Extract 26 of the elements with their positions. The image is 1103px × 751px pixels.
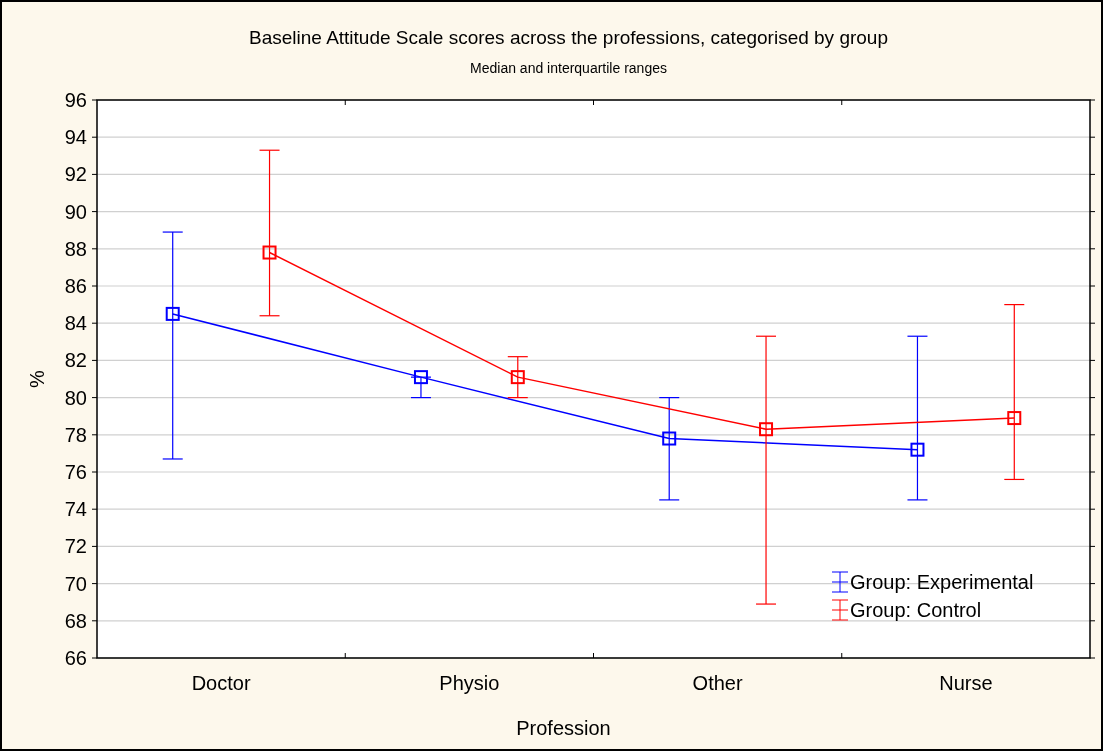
chart-title: Baseline Attitude Scale scores across the professions, categorised by group [249,27,888,48]
y-tick-label: 78 [64,423,87,446]
y-tick-label: 94 [64,126,87,149]
x-axis-title: Profession [516,717,611,739]
x-tick-label: Nurse [939,672,993,694]
y-tick-label: 68 [64,609,87,632]
legend-label: Group: Experimental [850,571,1034,593]
y-tick-label: 66 [64,647,87,669]
x-tick-label: Doctor [191,672,251,694]
y-tick-label: 92 [64,163,87,186]
x-tick-label: Physio [439,672,500,694]
y-axis-title: % [26,369,48,388]
y-tick-label: 86 [64,275,87,297]
y-tick-label: 74 [64,498,87,521]
x-tick-label: Other [692,672,743,694]
y-tick-label: 70 [64,572,87,595]
y-tick-label: 82 [64,349,87,372]
legend-label: Group: Control [850,599,982,621]
y-tick-label: 84 [64,312,87,335]
y-tick-label: 80 [64,386,87,409]
y-tick-label: 90 [64,200,87,223]
y-tick-label: 96 [64,89,87,111]
y-tick-label: 88 [64,237,87,260]
y-tick-label: 72 [64,535,87,558]
y-tick-label: 76 [64,461,87,483]
chart-subtitle: Median and interquartile ranges [470,60,667,76]
